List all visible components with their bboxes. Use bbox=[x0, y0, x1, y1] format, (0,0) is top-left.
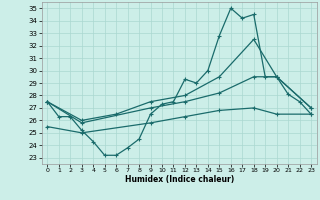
X-axis label: Humidex (Indice chaleur): Humidex (Indice chaleur) bbox=[124, 175, 234, 184]
